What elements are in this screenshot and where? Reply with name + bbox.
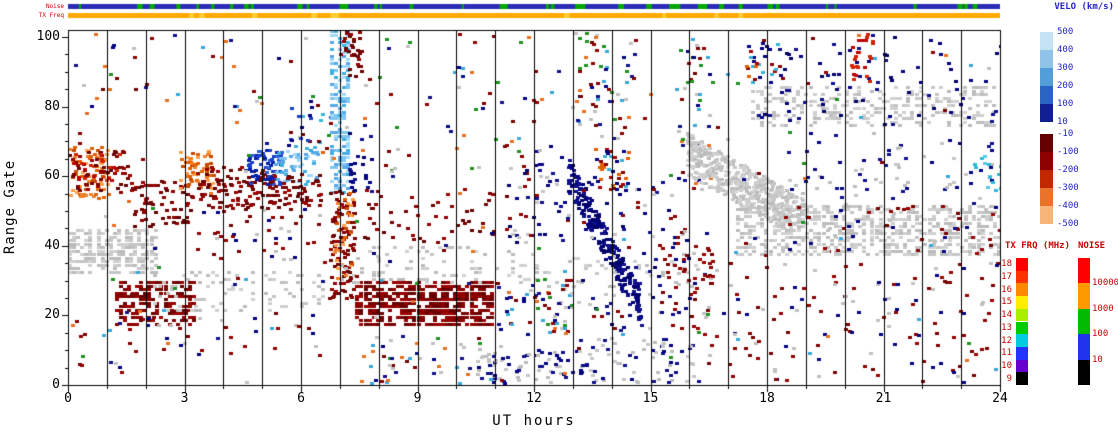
txfrq-colorbar-label: 17 <box>1001 272 1012 283</box>
velo-colorbar-label: -400 <box>1057 201 1079 211</box>
noise-colorbar-label: 10000 <box>1092 278 1118 289</box>
txfrq-colorbar-label: 11 <box>1001 348 1012 359</box>
txfrq-colorbar-segment <box>1016 321 1028 335</box>
velo-colorbar-label: 200 <box>1057 81 1074 91</box>
x-tick-label: 21 <box>875 391 892 406</box>
y-tick-label: 60 <box>44 168 60 184</box>
y-tick-label: 80 <box>44 98 60 114</box>
velo-colorbar-segment <box>1040 86 1053 104</box>
txfrq-colorbar-title: TX FRQ (MHz) <box>1005 241 1071 251</box>
noise-colorbar-title: NOISE <box>1078 241 1106 251</box>
velo-colorbar-segment <box>1040 50 1053 68</box>
txfreq-strip-label: TX Freq <box>38 12 64 19</box>
txfrq-colorbar-segment <box>1016 372 1028 385</box>
x-tick-label: 6 <box>297 391 305 406</box>
x-tick-label: 15 <box>642 391 659 406</box>
x-tick-label: 12 <box>526 391 542 406</box>
velo-colorbar-segment <box>1040 188 1053 206</box>
x-tick-label: 0 <box>64 391 72 406</box>
velo-colorbar-segment <box>1040 134 1053 152</box>
velo-colorbar-segment <box>1040 104 1053 122</box>
txfrq-colorbar-label: 13 <box>1001 322 1012 333</box>
y-axis-title: Range Gate <box>2 159 18 255</box>
noise-strip-label: Noise <box>45 3 64 10</box>
txfrq-colorbar-segment <box>1016 283 1028 297</box>
velo-colorbar-segment <box>1040 68 1053 86</box>
txfrq-colorbar-segment <box>1016 346 1028 360</box>
velo-colorbar-label: -100 <box>1057 147 1079 157</box>
txfrq-colorbar-segment <box>1016 359 1028 373</box>
x-axis-title: UT hours <box>492 413 576 429</box>
txfrq-colorbar-segment <box>1016 258 1028 271</box>
txfrq-colorbar-label: 14 <box>1001 310 1012 321</box>
velo-colorbar-label: 400 <box>1057 45 1074 55</box>
y-tick-label: 0 <box>52 377 60 392</box>
y-tick-label: 100 <box>36 28 60 44</box>
y-tick-label: 20 <box>44 307 60 323</box>
velo-colorbar-label: 10 <box>1057 117 1068 127</box>
x-tick-label: 24 <box>992 391 1008 406</box>
txfrq-colorbar-label: 9 <box>1006 373 1012 384</box>
noise-colorbar-label: 1000 <box>1092 303 1114 314</box>
txfrq-colorbar-label: 15 <box>1001 297 1012 308</box>
noise-colorbar-segment <box>1078 283 1090 309</box>
velo-colorbar-label: -10 <box>1057 129 1074 139</box>
x-tick-label: 3 <box>180 391 189 406</box>
noise-colorbar-segment <box>1078 359 1090 385</box>
x-tick-label: 9 <box>413 391 422 406</box>
txfrq-colorbar-label: 12 <box>1001 335 1012 346</box>
noise-colorbar-segment <box>1078 334 1090 360</box>
noise-colorbar-label: 100 <box>1092 329 1109 340</box>
txfrq-colorbar-segment <box>1016 270 1028 284</box>
velo-colorbar-label: 100 <box>1057 99 1074 109</box>
noise-colorbar-segment <box>1078 258 1090 284</box>
velo-colorbar-label: -200 <box>1057 165 1079 175</box>
velo-colorbar-segment <box>1040 206 1053 224</box>
txfrq-colorbar-segment <box>1016 334 1028 347</box>
txfrq-colorbar-label: 10 <box>1001 360 1012 371</box>
y-tick-label: 40 <box>44 237 60 253</box>
velo-colorbar-label: -300 <box>1057 183 1079 193</box>
txfrq-colorbar-label: 16 <box>1001 284 1012 295</box>
txfrq-colorbar-segment <box>1016 308 1028 322</box>
velo-colorbar-label: -500 <box>1057 219 1079 229</box>
x-tick-label: 18 <box>759 391 775 406</box>
txfrq-colorbar-segment <box>1016 296 1028 309</box>
velo-colorbar-segment <box>1040 152 1053 170</box>
velo-colorbar-title: VELO (km/s) <box>1054 2 1114 12</box>
velo-colorbar-segment <box>1040 170 1053 188</box>
noise-colorbar-segment <box>1078 308 1090 335</box>
noise-colorbar-label: 10 <box>1092 354 1103 365</box>
velo-colorbar-segment <box>1040 32 1053 50</box>
velo-colorbar-label: 500 <box>1057 27 1074 37</box>
velo-colorbar-label: 300 <box>1057 63 1074 73</box>
txfrq-colorbar-label: 18 <box>1001 259 1012 270</box>
